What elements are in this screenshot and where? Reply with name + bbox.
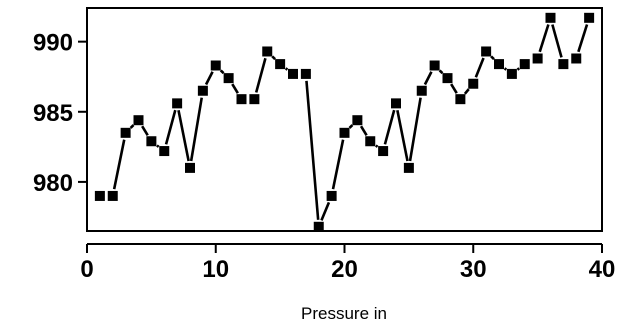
data-point-marker [185, 162, 195, 173]
series-line-segment [219, 69, 225, 75]
series-layer [94, 12, 595, 232]
data-point-marker [545, 12, 556, 23]
series-line-segment [305, 80, 320, 220]
data-point-marker [223, 73, 234, 84]
series-line-segment [359, 125, 368, 136]
series-line-segment [375, 144, 379, 148]
series-line-segment [177, 109, 190, 162]
x-tick-label: 10 [202, 256, 229, 283]
series-line-segment [423, 71, 433, 86]
data-point-marker [442, 73, 453, 84]
data-point-marker [197, 85, 208, 96]
data-point-marker [326, 190, 337, 201]
x-tick-label: 20 [331, 256, 358, 283]
series-line-segment [383, 109, 396, 145]
data-point-marker [300, 68, 311, 79]
data-point-marker [120, 127, 131, 138]
data-point-marker [352, 115, 363, 126]
series-line-segment [112, 139, 126, 190]
series-line-segment [463, 88, 470, 95]
data-point-marker [146, 136, 157, 147]
data-point-marker [236, 94, 247, 105]
series-line-segment [284, 67, 289, 71]
series-line-segment [189, 97, 204, 162]
data-point-marker [172, 98, 183, 109]
data-point-marker [365, 136, 376, 147]
series-line-segment [129, 124, 135, 129]
series-line-segment [516, 67, 520, 71]
series-line-segment [348, 124, 354, 129]
data-point-marker [378, 146, 389, 157]
data-point-marker [94, 190, 105, 201]
data-point-marker [210, 60, 221, 71]
series-line-segment [438, 69, 444, 75]
data-point-marker [494, 59, 504, 70]
data-point-marker [403, 162, 414, 173]
data-point-marker [506, 68, 517, 79]
x-tick-label: 0 [80, 256, 93, 283]
series-line-segment [271, 55, 277, 61]
data-point-marker [558, 59, 569, 70]
y-tick-label: 985 [33, 100, 73, 127]
data-point-marker [468, 78, 479, 89]
data-point-marker [429, 60, 440, 71]
data-point-marker [519, 59, 530, 70]
data-point-marker [249, 94, 260, 105]
data-point-marker [584, 12, 595, 23]
x-axis-title: Pressure in [301, 304, 387, 322]
data-point-marker [262, 46, 273, 57]
series-line-segment [204, 71, 214, 86]
series-line-segment [503, 67, 508, 71]
series-line-segment [320, 201, 331, 221]
data-point-marker [391, 98, 401, 109]
series-line-segment [551, 24, 563, 58]
y-tick-label: 980 [33, 170, 73, 197]
series-line-segment [254, 57, 267, 93]
data-point-marker [571, 53, 582, 64]
x-tick-label: 30 [460, 256, 487, 283]
data-point-marker [481, 46, 492, 57]
data-point-marker [275, 59, 286, 70]
series-line-segment [450, 83, 458, 94]
data-point-marker [159, 146, 170, 157]
data-point-marker [416, 85, 427, 96]
data-point-marker [339, 127, 350, 138]
series-line-segment [164, 109, 177, 145]
data-point-marker [455, 94, 466, 105]
data-point-marker [133, 115, 144, 126]
series-line-segment [490, 55, 495, 61]
data-point-marker [288, 68, 298, 79]
series-line-segment [538, 24, 550, 53]
data-point-marker [532, 53, 543, 64]
series-line-segment [396, 109, 409, 162]
series-line-segment [474, 57, 485, 78]
y-axis: 980 985 990 [33, 30, 87, 197]
x-axis: 0 10 20 30 40 [80, 243, 616, 283]
series-line-segment [231, 83, 239, 94]
data-point-marker [313, 221, 324, 232]
series-line-segment [141, 125, 149, 136]
series-line-segment [331, 139, 345, 190]
y-tick-label: 990 [33, 30, 73, 57]
series-line-segment [408, 97, 422, 162]
data-point-marker [107, 190, 118, 201]
x-tick-label: 40 [589, 256, 616, 283]
series-line-segment [156, 144, 160, 148]
plot-frame [86, 7, 603, 232]
series-line-segment [577, 24, 589, 53]
